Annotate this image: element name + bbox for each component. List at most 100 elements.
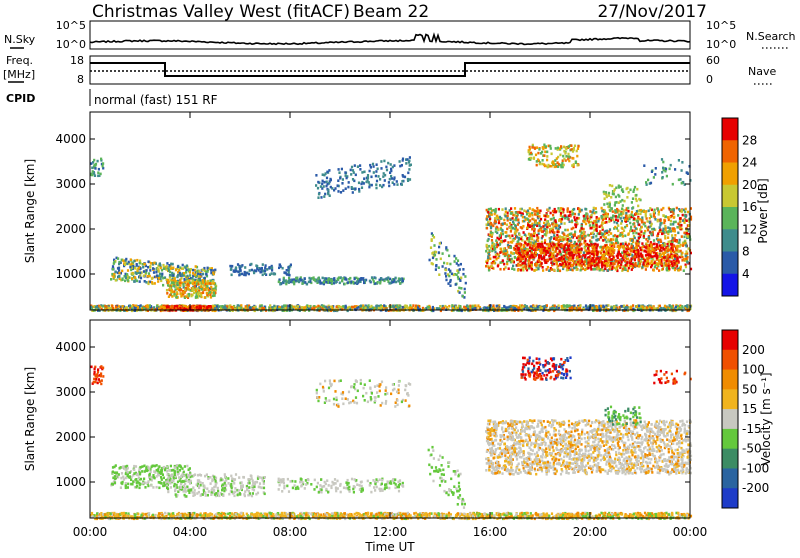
power-echo-point xyxy=(180,295,182,298)
power-echo-point xyxy=(496,246,498,249)
power-echo-point xyxy=(132,273,134,276)
power-echo-point xyxy=(256,265,258,268)
power-echo-point xyxy=(648,236,650,239)
power-echo-point xyxy=(488,253,490,256)
power-echo-point xyxy=(462,295,464,298)
power-echo-point xyxy=(399,160,401,163)
power-echo-point xyxy=(526,213,528,216)
power-echo-point xyxy=(590,227,592,230)
power-echo-point xyxy=(323,281,325,284)
power-echo-point xyxy=(445,246,447,249)
power-echo-point xyxy=(375,187,377,190)
power-echo-point xyxy=(239,267,241,270)
power-echo-point xyxy=(669,240,671,243)
power-echo-point xyxy=(153,262,155,265)
power-echo-point xyxy=(600,236,602,239)
power-echo-point xyxy=(156,275,158,278)
power-echo-point xyxy=(510,212,512,215)
power-echo-point xyxy=(379,282,381,285)
power-echo-point xyxy=(135,272,137,275)
power-echo-point xyxy=(302,280,304,283)
power-echo-point xyxy=(503,250,505,253)
power-echo-point xyxy=(330,186,332,189)
power-echo-point xyxy=(264,272,266,275)
power-echo-point xyxy=(462,273,464,276)
power-echo-point xyxy=(112,265,114,268)
power-echo-point xyxy=(552,248,554,251)
power-echo-point xyxy=(681,252,683,255)
power-echo-point xyxy=(678,269,680,272)
power-echo-point xyxy=(631,211,633,214)
power-echo-point xyxy=(464,275,466,278)
power-echo-point xyxy=(400,278,402,281)
power-echo-point xyxy=(149,269,151,272)
power-echo-point xyxy=(679,245,681,248)
power-echo-point xyxy=(363,171,365,174)
power-echo-point xyxy=(553,269,555,272)
power-echo-point xyxy=(527,248,529,251)
power-echo-point xyxy=(354,187,356,190)
power-echo-point xyxy=(367,177,369,180)
power-echo-point xyxy=(359,168,361,171)
power-echo-point xyxy=(215,286,217,289)
power-echo-point xyxy=(492,304,494,307)
power-echo-point xyxy=(533,269,535,272)
power-echo-point xyxy=(248,273,250,276)
power-echo-point xyxy=(486,248,488,251)
power-echo-point xyxy=(390,175,392,178)
power-echo-point xyxy=(512,221,514,224)
power-echo-point xyxy=(503,305,505,308)
power-echo-point xyxy=(647,229,649,232)
power-echo-point xyxy=(667,236,669,239)
power-echo-point xyxy=(498,222,500,225)
power-echo-point xyxy=(505,210,507,213)
power-echo-point xyxy=(241,264,243,267)
power-echo-point xyxy=(118,272,120,275)
power-echo-point xyxy=(293,281,295,284)
power-echo-point xyxy=(182,264,184,267)
power-echo-point xyxy=(515,219,517,222)
power-echo-point xyxy=(371,276,373,279)
power-echo-point xyxy=(176,282,178,285)
power-echo-point xyxy=(502,259,504,262)
power-echo-point xyxy=(495,210,497,213)
power-echo-point xyxy=(438,251,440,254)
power-echo-point xyxy=(674,230,676,233)
power-echo-point xyxy=(503,263,505,266)
power-echo-point xyxy=(660,222,662,225)
power-echo-point xyxy=(630,226,632,229)
power-echo-point xyxy=(397,280,399,283)
power-echo-point xyxy=(179,266,181,269)
power-echo-point xyxy=(393,183,395,186)
power-echo-point xyxy=(496,226,498,229)
power-echo-point xyxy=(677,232,679,235)
power-echo-point xyxy=(681,235,683,238)
power-echo-point xyxy=(657,220,659,223)
power-echo-point xyxy=(179,307,181,310)
power-echo-point xyxy=(560,212,562,215)
power-echo-point xyxy=(274,307,276,310)
power-echo-point xyxy=(542,225,544,228)
power-echo-point xyxy=(686,230,688,233)
power-echo-point xyxy=(630,306,632,309)
power-echo-point xyxy=(354,164,356,167)
power-echo-point xyxy=(367,174,369,177)
power-echo-point xyxy=(315,174,317,177)
power-echo-point xyxy=(625,209,627,212)
power-echo-point xyxy=(183,291,185,294)
power-echo-point xyxy=(601,269,603,272)
power-echo-point xyxy=(684,211,686,214)
power-echo-point xyxy=(439,242,441,245)
power-echo-point xyxy=(539,224,541,227)
power-echo-point xyxy=(625,212,627,215)
power-echo-point xyxy=(585,304,587,307)
power-echo-point xyxy=(685,255,687,258)
power-echo-point xyxy=(283,279,285,282)
power-echo-point xyxy=(544,233,546,236)
power-echo-point xyxy=(585,212,587,215)
power-echo-point xyxy=(624,226,626,229)
power-echo-point xyxy=(574,223,576,226)
power-echo-point xyxy=(453,255,455,258)
power-echo-point xyxy=(576,217,578,220)
power-echo-point xyxy=(322,305,324,308)
